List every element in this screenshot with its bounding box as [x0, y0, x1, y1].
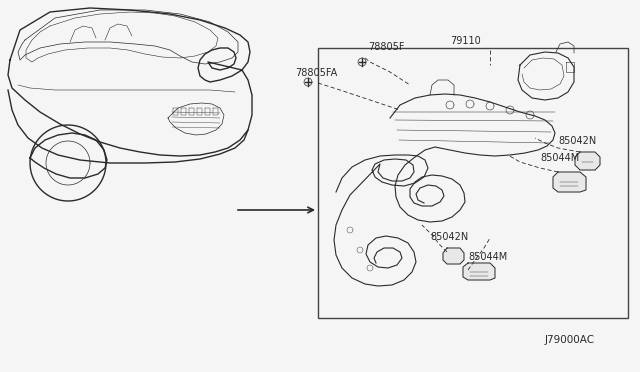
- Text: 85044M: 85044M: [540, 153, 579, 163]
- Text: 78805F: 78805F: [368, 42, 404, 52]
- Bar: [318, 48, 628, 318]
- Polygon shape: [575, 152, 600, 170]
- Text: 78805FA: 78805FA: [295, 68, 337, 78]
- Polygon shape: [443, 248, 464, 264]
- Text: 85044M: 85044M: [468, 252, 508, 262]
- Text: 85042N: 85042N: [558, 136, 596, 146]
- Text: 85042N: 85042N: [430, 232, 468, 242]
- Text: J79000AC: J79000AC: [545, 335, 595, 345]
- Polygon shape: [463, 263, 495, 280]
- Text: 79110: 79110: [450, 36, 481, 46]
- Polygon shape: [553, 172, 586, 192]
